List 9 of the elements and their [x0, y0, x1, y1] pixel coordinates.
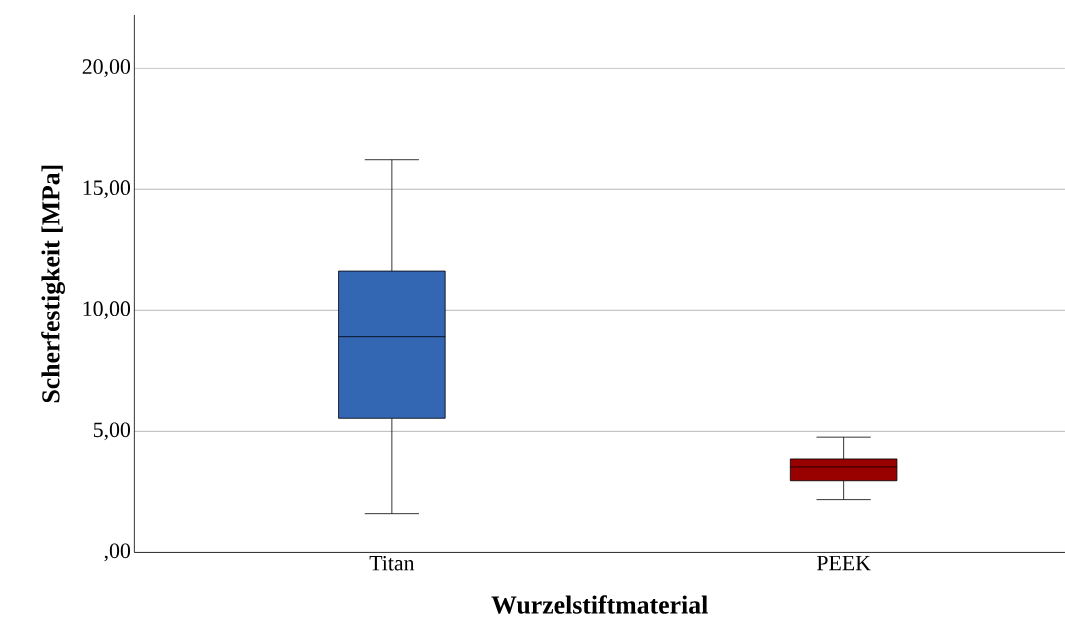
x-tick-label: Titan: [369, 555, 415, 571]
x-tick-label: PEEK: [816, 555, 871, 571]
y-tick-label: 15,00: [83, 180, 131, 199]
y-axis-title: Scherfestigkeit [MPa]: [41, 165, 66, 403]
y-tick-label: ,00: [104, 543, 131, 562]
y-tick-label: 20,00: [82, 59, 131, 78]
y-tick-label: 5,00: [93, 422, 131, 441]
x-axis-title: Wurzelstiftmaterial: [491, 595, 708, 614]
y-tick-label: 10,00: [83, 301, 131, 320]
